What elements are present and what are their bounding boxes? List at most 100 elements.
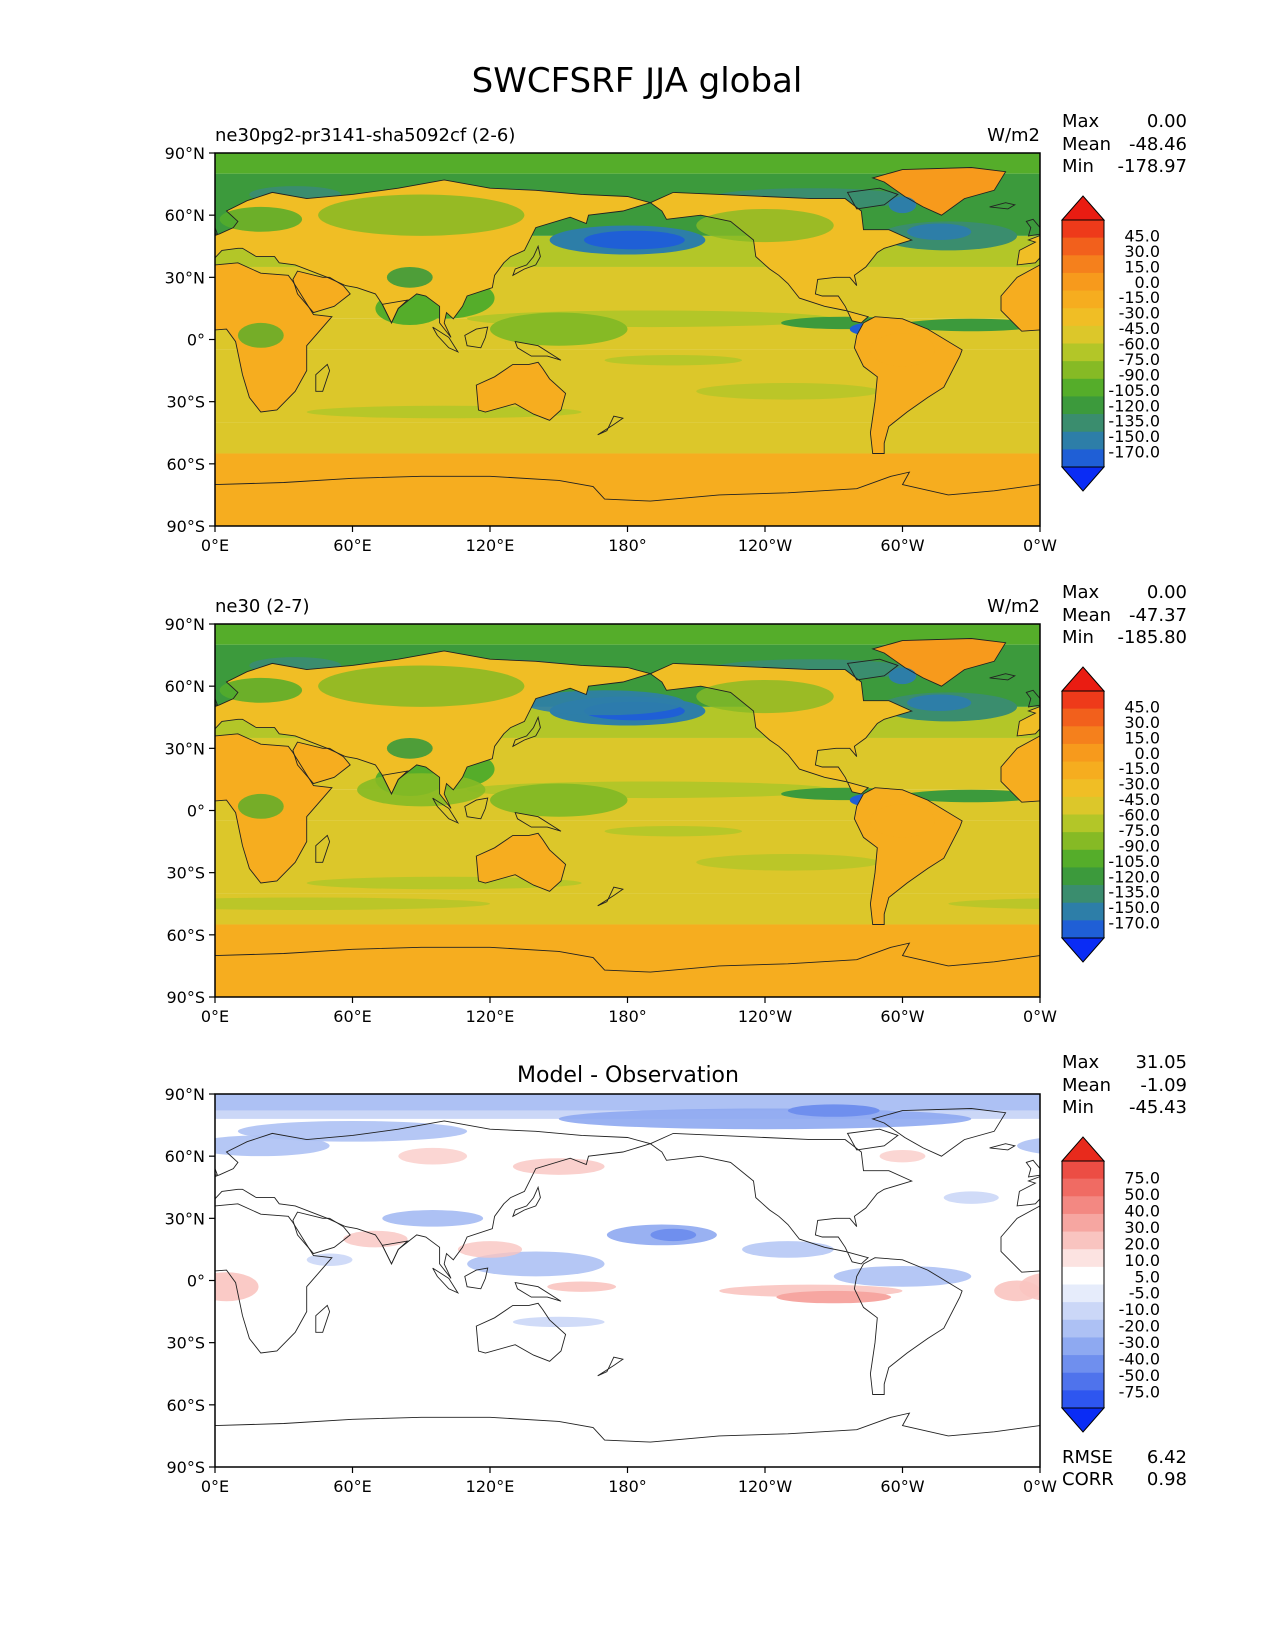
colorbar-label: 0.0 (1135, 744, 1160, 763)
x-tick-label: 180° (608, 1007, 647, 1026)
x-tick-label: 120°W (738, 1007, 793, 1026)
x-tick-label: 120°W (738, 536, 793, 555)
y-tick-label: 30°S (166, 1334, 205, 1353)
stat-min-value: -45.43 (1129, 1097, 1187, 1118)
contour-blob (558, 1108, 972, 1130)
contour-blob (45, 333, 109, 366)
colorbar-swatch (1062, 396, 1104, 415)
x-tick-label: 120°E (466, 536, 515, 555)
colorbar-label: 15.0 (1124, 728, 1160, 747)
y-tick-label: 60°N (165, 1147, 205, 1166)
stat-max-value: 31.05 (1135, 1052, 1187, 1073)
land-borneo (464, 326, 489, 349)
colorbar-swatch (1062, 361, 1104, 380)
contour-blob (1017, 1138, 1040, 1154)
colorbar-frame (1061, 690, 1105, 939)
stat-mean-value: -48.46 (1129, 134, 1187, 155)
contour-blob (0, 788, 84, 800)
x-tick-label: 60°W (880, 1477, 924, 1496)
contour-blob (9, 1266, 147, 1287)
y-tick-label: 0° (187, 331, 205, 350)
contour-blob (219, 677, 303, 703)
contour-blob (55, 1150, 101, 1162)
colorbar-swatch (1062, 743, 1104, 762)
x-tick-label: 120°E (466, 1477, 515, 1496)
contour-blob (0, 383, 55, 400)
x-tick-label: 0°E (201, 536, 229, 555)
contour-blob (0, 659, 89, 680)
x-tick-label: 0°W (1023, 1007, 1057, 1026)
stat-mean-value: -1.09 (1140, 1075, 1187, 1096)
contour-blob (1063, 1121, 1275, 1142)
contour-blob (1200, 292, 1269, 325)
colorbar-label: 5.0 (1135, 1267, 1160, 1286)
colorbar-swatch (1062, 1319, 1104, 1338)
land-field-africa (1001, 735, 1040, 803)
land-borneo (464, 1267, 489, 1290)
land-field-greenland (872, 167, 1006, 216)
figure-title: SWCFSRF JJA global (472, 61, 803, 101)
land-namerica (649, 662, 913, 795)
contour-blob (78, 319, 216, 331)
y-tick-label: 0° (187, 1272, 205, 1291)
land-india_fix (381, 299, 409, 324)
contour-blob (948, 898, 1040, 910)
land-antarctica (215, 942, 1040, 997)
y-tick-label: 90°N (165, 1085, 205, 1104)
contour-blob (776, 1290, 892, 1304)
colorbar-label: 20.0 (1124, 1234, 1160, 1253)
colorbar-label: -15.0 (1119, 288, 1160, 307)
contour-blob (0, 854, 55, 871)
contour-blob (902, 789, 1040, 803)
stat-max-label: Max (1062, 111, 1100, 132)
colorbar: 45.030.015.00.0-15.0-30.0-45.0-60.0-75.0… (1060, 195, 1160, 492)
x-tick-label: 60°E (333, 536, 371, 555)
colorbar-label: -170.0 (1108, 443, 1160, 462)
land-sumatra (1258, 798, 1275, 823)
contour-blob (696, 383, 880, 400)
colorbar-extend-min (1060, 466, 1106, 492)
land-antarctica (215, 471, 1040, 526)
stat-max-value: 0.00 (1147, 582, 1187, 603)
contour-blob (1074, 657, 1166, 674)
colorbar-swatch (1062, 849, 1104, 868)
land-uk (1025, 689, 1040, 708)
colorbar-label: -15.0 (1119, 759, 1160, 778)
land-japan (512, 715, 541, 748)
x-tick-label: 60°E (333, 1477, 371, 1496)
colorbar-frame (1061, 219, 1105, 468)
contour-blob (82, 223, 146, 240)
contour-blob (696, 679, 834, 714)
contour-blob (1219, 748, 1275, 789)
colorbar-extend-max (1060, 195, 1106, 221)
land-newguinea (514, 341, 562, 361)
colorbar: 75.050.040.030.020.010.05.0-5.0-10.0-20.… (1060, 1136, 1160, 1433)
contour-blob (512, 1316, 605, 1328)
colorbar-label: 10.0 (1124, 1251, 1160, 1270)
land-uk (1025, 218, 1040, 237)
land-greenland (871, 167, 1007, 216)
colorbar-extend-max (1060, 666, 1106, 692)
contour-blob (742, 1241, 834, 1258)
colorbar-label: 75.0 (1124, 1168, 1160, 1187)
colorbar-label: -150.0 (1108, 427, 1160, 446)
colorbar-label: -105.0 (1108, 381, 1160, 400)
land-samerica (853, 316, 963, 454)
contour-blob (82, 694, 146, 711)
contour-blob (0, 310, 9, 327)
land-antarctica (215, 1412, 1040, 1467)
colorbar-label: -30.0 (1119, 775, 1160, 794)
land-sumatra (432, 797, 460, 824)
colorbar-swatch (1062, 343, 1104, 362)
x-tick-label: 180° (608, 1477, 647, 1496)
stat-max-label: Max (1062, 1052, 1100, 1073)
land-nz (597, 886, 625, 907)
contour-blob (1143, 194, 1275, 235)
contour-blob (357, 773, 486, 807)
contour-blob (583, 230, 685, 250)
colorbar-frame (1061, 1160, 1105, 1409)
contour-blob (1223, 1148, 1275, 1165)
land-greenland (871, 638, 1007, 687)
contour-blob (215, 897, 490, 910)
land-india_fix (381, 770, 409, 795)
